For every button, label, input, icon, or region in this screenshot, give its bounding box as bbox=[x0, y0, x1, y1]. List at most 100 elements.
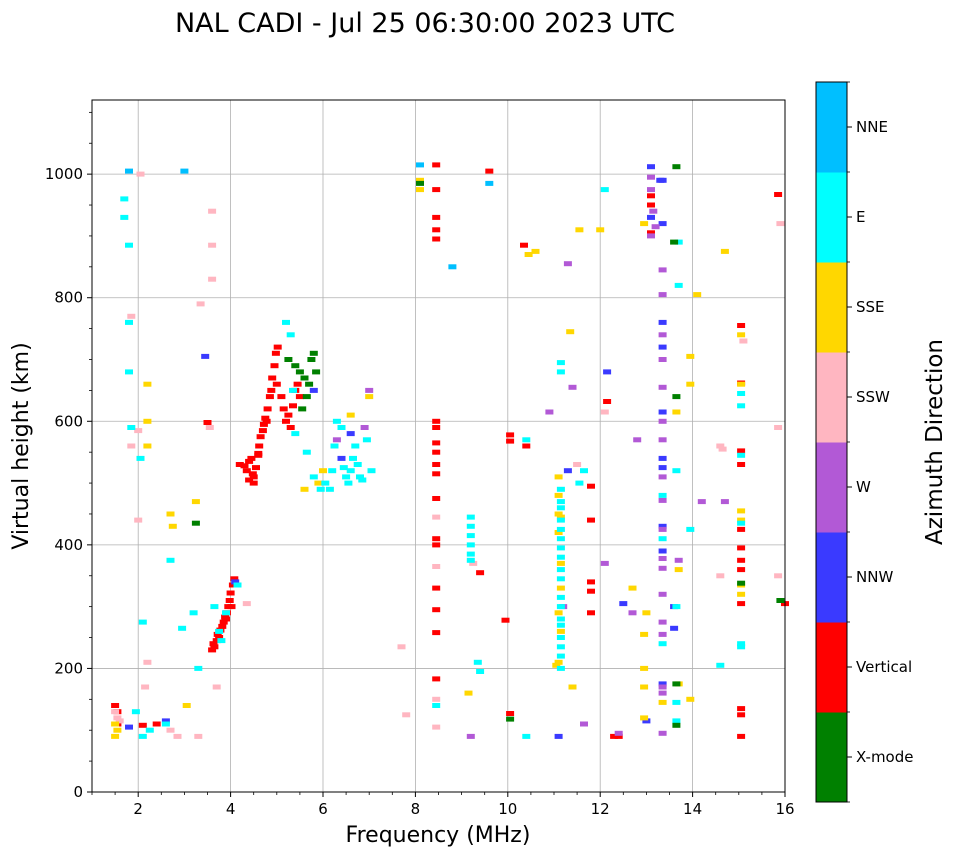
data-point bbox=[476, 570, 485, 576]
data-point bbox=[670, 625, 679, 631]
data-point bbox=[307, 357, 316, 362]
data-point bbox=[254, 452, 263, 458]
data-point bbox=[554, 511, 563, 517]
data-point bbox=[554, 474, 563, 480]
data-point bbox=[658, 619, 667, 625]
data-point bbox=[640, 665, 649, 671]
data-point bbox=[293, 381, 302, 387]
data-point bbox=[587, 610, 595, 616]
data-point bbox=[556, 628, 565, 634]
colorbar: X-mode Vertical NNW W SSW SSE E NNE bbox=[815, 81, 913, 803]
data-point bbox=[718, 446, 727, 452]
data-point bbox=[227, 604, 236, 610]
data-point bbox=[351, 443, 360, 449]
data-point bbox=[647, 233, 655, 239]
data-point bbox=[302, 394, 311, 400]
data-point bbox=[272, 381, 281, 387]
data-point bbox=[674, 239, 683, 245]
data-point bbox=[432, 585, 441, 591]
data-point bbox=[658, 641, 667, 647]
data-point bbox=[658, 684, 667, 690]
data-point bbox=[337, 425, 346, 430]
data-point bbox=[252, 465, 260, 471]
data-point bbox=[120, 196, 129, 202]
x-tick-label: 16 bbox=[775, 800, 794, 818]
data-point bbox=[125, 369, 133, 375]
data-point bbox=[658, 591, 667, 597]
data-point bbox=[737, 557, 746, 563]
data-point bbox=[737, 712, 746, 718]
data-point bbox=[245, 477, 254, 483]
data-point bbox=[658, 332, 667, 338]
data-point bbox=[196, 301, 205, 307]
data-point bbox=[642, 610, 651, 616]
data-point bbox=[203, 420, 212, 425]
data-point bbox=[432, 227, 441, 233]
data-point bbox=[658, 177, 667, 183]
data-point bbox=[737, 448, 746, 454]
colorbar-segment bbox=[816, 532, 847, 623]
data-point bbox=[566, 329, 575, 335]
data-point bbox=[228, 582, 237, 588]
data-point bbox=[716, 443, 725, 449]
data-point bbox=[247, 455, 256, 461]
data-point bbox=[189, 610, 198, 616]
data-point bbox=[554, 659, 563, 665]
data-point bbox=[295, 394, 304, 400]
data-point bbox=[556, 526, 565, 532]
data-point bbox=[610, 733, 619, 739]
data-point bbox=[672, 699, 681, 705]
data-point bbox=[432, 449, 441, 455]
data-point bbox=[230, 576, 239, 582]
x-tick-label: 14 bbox=[683, 800, 702, 818]
data-point bbox=[312, 369, 321, 375]
data-point bbox=[628, 610, 637, 616]
data-point bbox=[432, 440, 441, 446]
colorbar-segment bbox=[816, 442, 847, 533]
data-point bbox=[737, 508, 746, 514]
colorbar-segment bbox=[816, 172, 847, 263]
data-point bbox=[674, 567, 683, 573]
data-point bbox=[737, 526, 746, 532]
data-point bbox=[640, 684, 649, 690]
data-point bbox=[556, 545, 565, 551]
data-point bbox=[647, 164, 655, 170]
x-tick-label: 6 bbox=[318, 800, 328, 818]
data-point bbox=[141, 684, 150, 690]
data-point bbox=[321, 480, 330, 486]
data-point bbox=[267, 387, 276, 393]
data-point bbox=[737, 644, 746, 650]
data-point bbox=[522, 437, 531, 443]
data-point bbox=[282, 418, 290, 424]
data-point bbox=[362, 437, 371, 443]
data-point bbox=[658, 548, 667, 554]
data-point bbox=[309, 474, 318, 480]
data-point bbox=[134, 428, 143, 434]
y-tick-label: 800 bbox=[54, 289, 83, 307]
data-point bbox=[125, 242, 133, 248]
data-point bbox=[284, 412, 293, 418]
data-point bbox=[600, 187, 609, 193]
data-point bbox=[291, 363, 300, 369]
data-point bbox=[647, 174, 655, 180]
data-point bbox=[125, 319, 133, 325]
data-point bbox=[314, 480, 323, 486]
data-point bbox=[191, 499, 200, 505]
data-point bbox=[289, 387, 297, 393]
data-point bbox=[776, 598, 785, 603]
data-point bbox=[614, 733, 623, 739]
y-tick-label: 200 bbox=[54, 659, 83, 677]
data-point bbox=[136, 455, 145, 461]
data-point bbox=[554, 733, 563, 739]
data-point bbox=[134, 517, 143, 523]
data-point bbox=[640, 221, 649, 227]
data-point bbox=[259, 421, 268, 427]
data-point bbox=[556, 360, 565, 366]
data-point bbox=[658, 455, 667, 461]
data-point bbox=[774, 573, 783, 579]
data-point bbox=[138, 733, 147, 739]
data-point bbox=[737, 601, 746, 607]
data-point bbox=[143, 659, 152, 665]
x-tick-label: 2 bbox=[133, 800, 143, 818]
